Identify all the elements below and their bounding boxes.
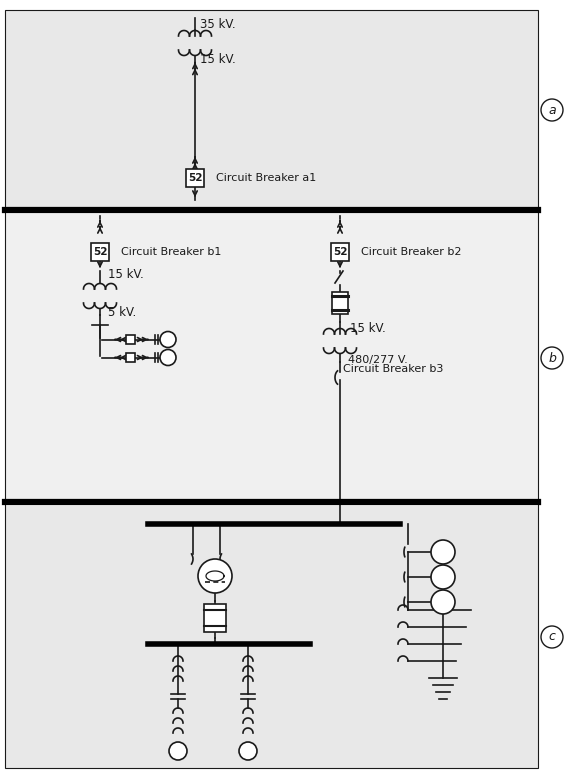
Circle shape [541,626,563,648]
Bar [204,604,226,632]
Text: 52: 52 [93,247,107,257]
Circle shape [431,565,455,589]
Bar [332,292,348,314]
Bar [5,10,538,210]
Bar [331,243,349,261]
Bar [126,353,134,362]
Text: c: c [549,631,555,644]
Text: 480/277 V.: 480/277 V. [348,354,408,364]
Bar [186,169,204,187]
Circle shape [431,540,455,564]
Text: a: a [548,103,556,117]
Text: 15 kV.: 15 kV. [108,269,144,282]
Circle shape [169,742,187,760]
Text: 15 kV.: 15 kV. [200,53,236,66]
Bar [5,506,538,768]
Circle shape [541,99,563,121]
Circle shape [239,742,257,760]
Text: Circuit Breaker b3: Circuit Breaker b3 [343,364,443,374]
Text: Circuit Breaker a1: Circuit Breaker a1 [216,173,316,183]
Text: 5 kV.: 5 kV. [108,306,136,319]
Text: Circuit Breaker b2: Circuit Breaker b2 [361,247,461,257]
Circle shape [541,347,563,369]
Circle shape [198,559,232,593]
Text: 35 kV.: 35 kV. [200,18,236,31]
Text: 15 kV.: 15 kV. [350,321,386,334]
Text: 52: 52 [333,247,347,257]
Text: b: b [548,351,556,364]
Text: Circuit Breaker b1: Circuit Breaker b1 [121,247,221,257]
Circle shape [160,331,176,347]
Bar [91,243,109,261]
Circle shape [431,590,455,614]
Bar [5,214,538,502]
Bar [126,335,134,344]
Circle shape [160,350,176,365]
Text: 52: 52 [188,173,202,183]
